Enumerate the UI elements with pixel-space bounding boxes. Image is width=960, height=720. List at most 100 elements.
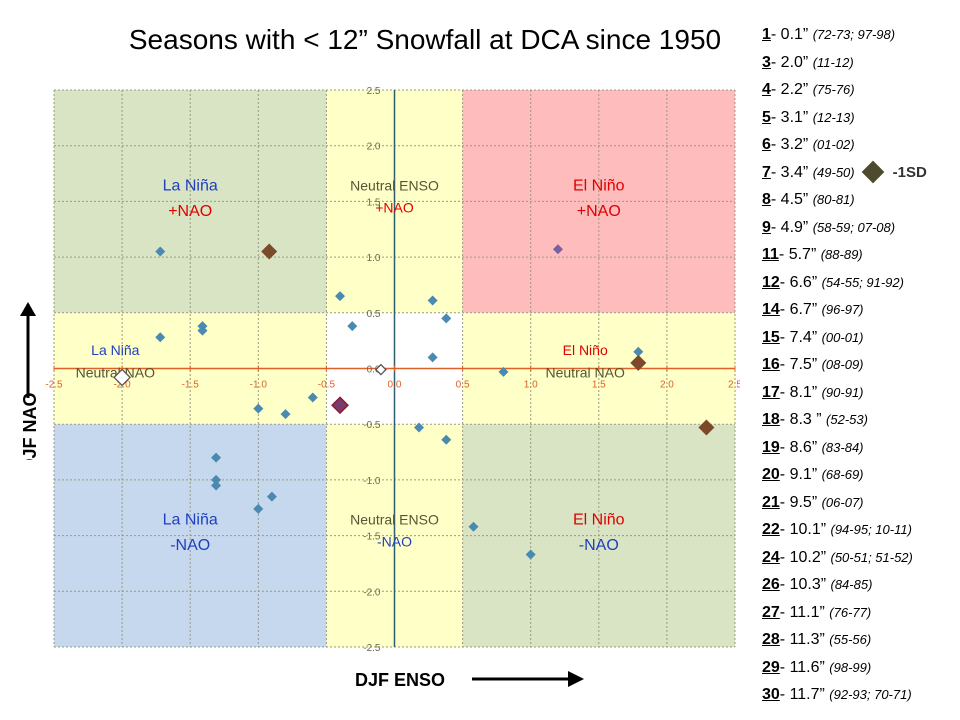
snowfall-amount: - 3.1”	[770, 108, 813, 126]
region-label-ne-pos-1: Neutral ENSO	[350, 177, 439, 193]
snowfall-row: 7- 3.4” (49-50) -1SD	[762, 160, 927, 184]
snowfall-years: (98-99)	[829, 659, 872, 675]
snowfall-amount: - 11.6”	[779, 658, 830, 676]
snowfall-rank: 30	[762, 686, 780, 703]
snowfall-amount: - 2.2”	[770, 81, 813, 98]
data-point	[261, 243, 278, 260]
y-tick-label: 2.0	[367, 142, 381, 153]
y-tick-label: -0.5	[363, 420, 381, 431]
chart-region-labels: La Niña +NAO Neutral ENSO +NAO El Niño +NAO La…	[76, 177, 625, 554]
snowfall-years: (49-50)	[812, 164, 855, 180]
snowfall-years: (76-77)	[829, 604, 872, 620]
snowfall-rank: 7	[762, 163, 771, 181]
snowfall-rank: 20	[762, 466, 780, 483]
y-arrow-head	[20, 302, 36, 316]
snowfall-rank: 26	[762, 576, 780, 593]
snowfall-row: 3- 2.0” (11-12)	[762, 54, 854, 72]
y-tick-label: 2.5	[367, 86, 381, 97]
snowfall-years: (52-53)	[826, 412, 868, 427]
snowfall-amount: - 6.6”	[779, 273, 822, 291]
data-point	[441, 313, 452, 324]
region-label-ln-neg-2: -NAO	[170, 537, 210, 554]
data-point	[347, 321, 358, 332]
snowfall-rank: 12	[762, 273, 780, 291]
snowfall-row: 17- 8.1” (90-91)	[762, 384, 864, 402]
snowfall-amount: - 4.5”	[770, 191, 813, 208]
snowfall-rank: 8	[762, 191, 771, 208]
x-arrow-head	[568, 671, 584, 687]
chart-points	[113, 243, 715, 560]
snowfall-row: 30- 11.7” (92-93; 70-71)	[762, 686, 912, 704]
data-point	[211, 480, 222, 491]
chart-title: Seasons with < 12” Snowfall at DCA since…	[128, 24, 722, 55]
data-point	[374, 363, 387, 376]
y-tick-label: 0.0	[367, 365, 381, 376]
x-tick-label: -1.0	[250, 380, 268, 391]
snowfall-row: 1- 0.1” (72-73; 97-98)	[762, 26, 895, 44]
snowfall-amount: - 3.4”	[770, 163, 813, 181]
data-point	[630, 354, 647, 371]
snowfall-rank: 15	[762, 328, 780, 346]
snowfall-rank: 17	[762, 383, 780, 401]
snowfall-years: (50-51; 51-52)	[830, 549, 913, 565]
snowfall-rank: 3	[762, 53, 771, 71]
sd-diamond-icon	[861, 160, 884, 184]
snowfall-rank: 1	[762, 26, 771, 43]
x-tick-label: -2.5	[45, 380, 63, 391]
snowfall-years: (58-59; 07-08)	[812, 219, 896, 235]
y-tick-label: -1.5	[363, 532, 381, 543]
snowfall-years: (75-76)	[812, 82, 855, 97]
y-tick-label: 1.0	[367, 253, 381, 264]
x-axis-label-group: DJF ENSO	[355, 670, 584, 690]
snowfall-amount: - 8.6”	[779, 438, 822, 456]
y-tick-label: -2.5	[363, 643, 381, 654]
snowfall-rank: 29	[762, 658, 780, 676]
snowfall-amount: - 9.5”	[779, 493, 822, 511]
snowfall-rank: 14	[762, 301, 780, 318]
snowfall-years: (68-69)	[821, 467, 864, 482]
snowfall-rank: 11	[762, 246, 779, 263]
snowfall-years: (80-81)	[812, 192, 855, 207]
region-label-en-pos-1: El Niño	[573, 177, 625, 194]
snowfall-years: (83-84)	[821, 439, 864, 455]
snowfall-years: (00-01)	[821, 329, 864, 345]
y-tick-label: -1.0	[363, 476, 381, 487]
snowfall-row: 11- 5.7” (88-89)	[762, 246, 863, 264]
snowfall-years: (88-89)	[820, 247, 863, 262]
snowfall-row: 15- 7.4” (00-01)	[762, 329, 864, 347]
data-point	[155, 246, 166, 257]
snowfall-amount: - 3.2”	[770, 136, 813, 153]
scatter-chart: -2.5 -2.0 -1.5 -1.0 -0.5 0.0 0.5 1.0 1.5 2.0 2.5 2.…	[45, 86, 740, 654]
snowfall-years: (72-73; 97-98)	[812, 27, 896, 42]
y-tick-label: -2.0	[363, 587, 381, 598]
snowfall-amount: - 5.7”	[778, 246, 821, 263]
snowfall-row: 12- 6.6” (54-55; 91-92)	[762, 274, 904, 292]
snowfall-rank: 18	[762, 411, 780, 428]
region-label-en-neg-1: El Niño	[573, 511, 625, 528]
region-label-ne-pos-2: +NAO	[375, 200, 414, 216]
data-point	[427, 352, 438, 363]
snowfall-row: 22- 10.1” (94-95; 10-11)	[762, 521, 912, 539]
snowfall-rank: 19	[762, 438, 780, 456]
snowfall-row: 24- 10.2” (50-51; 51-52)	[762, 549, 913, 567]
x-tick-label: 0.0	[388, 380, 402, 391]
snowfall-rank: 9	[762, 218, 771, 236]
snowfall-amount: - 2.0”	[770, 53, 813, 71]
data-point	[113, 368, 132, 387]
snowfall-row: 28- 11.3” (55-56)	[762, 631, 871, 649]
data-point	[468, 521, 479, 532]
y-tick-label: 0.5	[367, 309, 381, 320]
data-point	[525, 549, 536, 560]
data-point	[498, 366, 509, 377]
region-label-en-neg-2: -NAO	[579, 537, 619, 554]
region-label-en-neu-2: Neutral NAO	[546, 364, 625, 380]
y-tick-label: 1.5	[367, 197, 381, 208]
snowfall-years: (11-12)	[812, 54, 854, 70]
snowfall-rank: 27	[762, 603, 780, 621]
snowfall-years: (08-09)	[821, 357, 864, 372]
data-point	[266, 491, 277, 502]
snowfall-rank: 6	[762, 136, 771, 153]
data-point	[155, 332, 166, 343]
sd-label: -1SD	[892, 163, 927, 181]
snowfall-amount: - 10.2”	[779, 548, 831, 566]
